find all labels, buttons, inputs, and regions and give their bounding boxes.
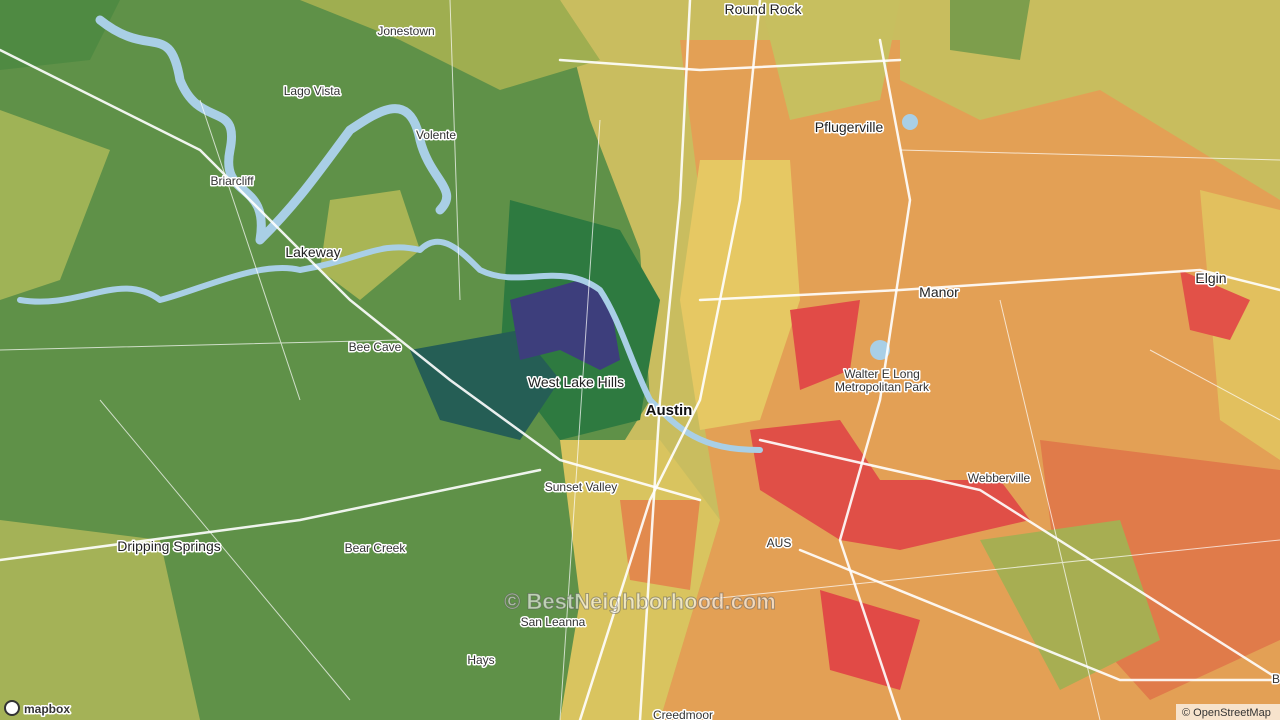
place-label: Bee Cave [349, 340, 402, 354]
place-label: Volente [416, 128, 456, 142]
water [17, 15, 918, 453]
place-label: Round Rock [724, 1, 802, 17]
place-label: Hays [467, 653, 494, 667]
logo-icon [4, 700, 20, 716]
place-label: Bear Creek [345, 541, 407, 555]
place-label: Lago Vista [284, 84, 341, 98]
place-label: Metropolitan Park [835, 380, 930, 394]
place-label: Dripping Springs [117, 538, 221, 554]
place-label: Pflugerville [815, 119, 884, 135]
place-label: Elgin [1195, 270, 1226, 286]
place-label: AUS [767, 536, 792, 550]
place-label: Jonestown [377, 24, 434, 38]
logo[interactable]: mapbox [23, 701, 72, 718]
place-label: Austin [646, 402, 693, 419]
place-labels: Round Rock Jonestown Lago Vista Volente … [116, 0, 1280, 720]
place-label: Sunset Valley [545, 480, 618, 494]
place-label: Webberville [968, 471, 1031, 485]
place-label: West Lake Hills [528, 374, 624, 390]
place-label: Lakeway [285, 244, 340, 260]
place-label: Creedmoor [653, 708, 713, 720]
watermark: © BestNeighborhood.com [504, 589, 776, 614]
place-label: San Leanna [521, 615, 586, 629]
place-label: Manor [919, 284, 959, 300]
place-label: Walter E Long [844, 367, 920, 381]
place-label: B [1272, 672, 1280, 686]
attribution-bg [1176, 704, 1280, 720]
attribution[interactable]: © OpenStreetMap [1182, 707, 1271, 719]
place-label: Briarcliff [210, 174, 254, 188]
